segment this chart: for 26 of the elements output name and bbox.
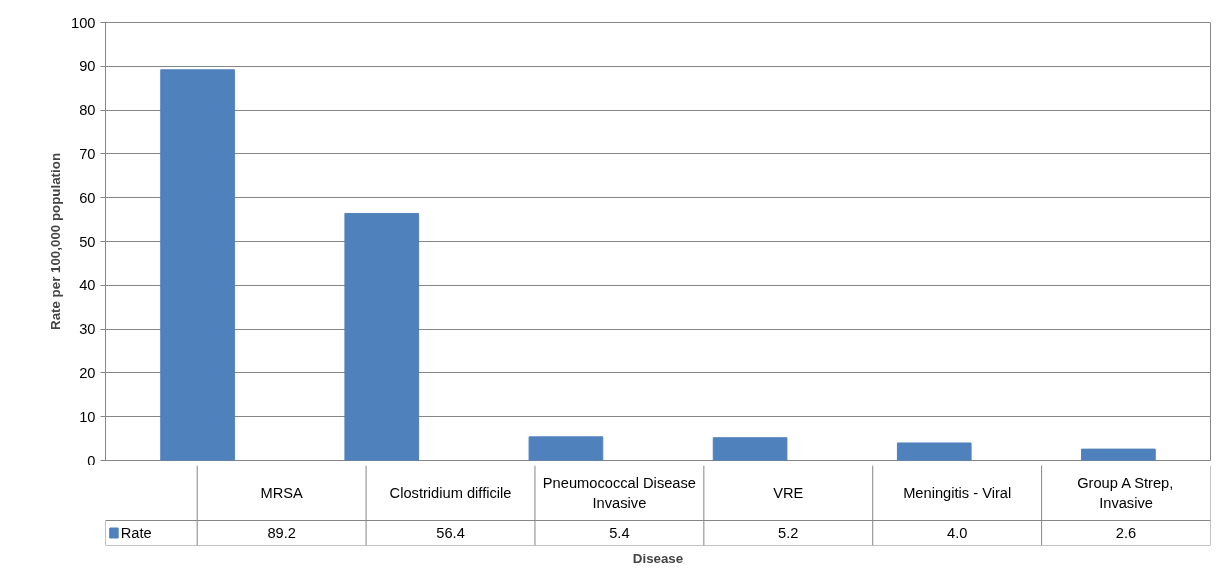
y-axis-title: Rate per 100,000 population bbox=[48, 152, 64, 331]
y-tick-label: 70 bbox=[79, 145, 96, 162]
data-label: 4.0 bbox=[946, 525, 968, 541]
y-tick-label: 40 bbox=[79, 277, 96, 294]
x-tick-label: VRE bbox=[773, 485, 804, 501]
data-label: 2.6 bbox=[1115, 525, 1137, 541]
data-label: 5.4 bbox=[609, 525, 630, 541]
x-tick-label: MRSA bbox=[260, 485, 304, 501]
y-tick-label: 30 bbox=[79, 321, 96, 338]
y-tick-label: 100 bbox=[71, 14, 96, 31]
y-tick-label: 0 bbox=[87, 452, 96, 469]
x-axis-title: Disease bbox=[632, 550, 684, 566]
y-tick-label: 80 bbox=[79, 102, 96, 119]
y-tick-label: 20 bbox=[79, 364, 96, 381]
y-tick-label: 10 bbox=[79, 408, 96, 425]
data-label: 89.2 bbox=[267, 525, 296, 541]
y-tick-label: 50 bbox=[79, 233, 96, 250]
x-tick-label: Pneumococcal Disease Invasive bbox=[542, 474, 696, 512]
x-tick-label: Group A Strep, Invasive bbox=[1077, 474, 1174, 512]
legend-label: Rate bbox=[120, 525, 152, 541]
data-label: 56.4 bbox=[436, 525, 465, 541]
x-tick-label: Meningitis - Viral bbox=[903, 485, 1012, 501]
y-tick-label: 60 bbox=[79, 189, 96, 206]
data-label: 5.2 bbox=[778, 525, 799, 541]
y-tick-label: 90 bbox=[79, 58, 96, 75]
x-tick-label: Clostridium difficile bbox=[389, 485, 512, 501]
